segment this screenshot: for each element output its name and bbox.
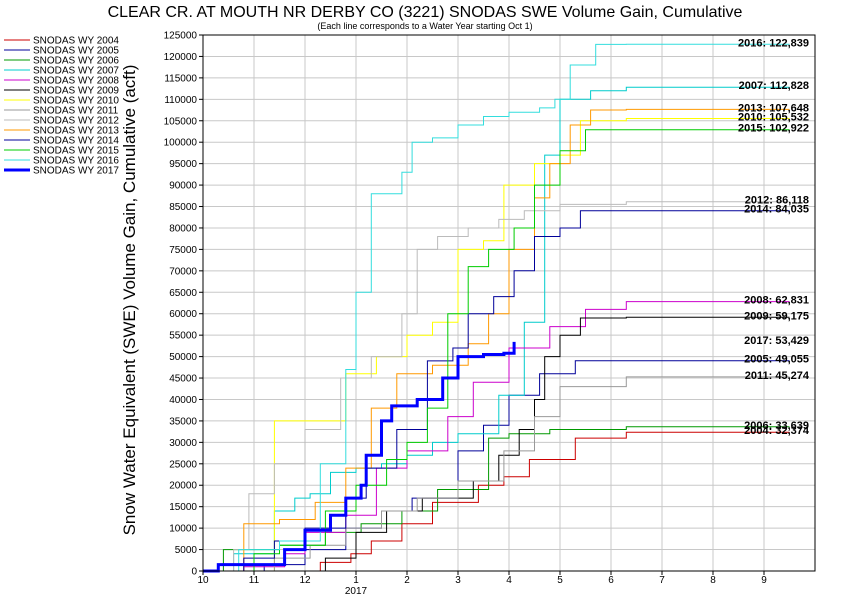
series-line	[203, 43, 790, 572]
y-tick-label: 45000	[169, 374, 197, 385]
legend-label: SNODAS WY 2011	[33, 106, 119, 117]
series-line	[203, 129, 790, 572]
x-tick-label: 8	[710, 575, 716, 586]
x-tick-label: 12	[299, 575, 311, 586]
legend-label: SNODAS WY 2006	[33, 56, 119, 67]
series-line	[203, 301, 790, 572]
x-tick-label: 5	[557, 575, 563, 586]
y-tick-label: 60000	[169, 309, 197, 320]
legend-label: SNODAS WY 2016	[33, 156, 119, 167]
chart-title: CLEAR CR. AT MOUTH NR DERBY CO (3221) SN…	[108, 4, 743, 21]
y-tick-label: 110000	[164, 95, 197, 106]
legend-label: SNODAS WY 2013	[33, 126, 119, 137]
end-labels: 2004: 32,374 2005: 49,055 2006: 33,639 2007…	[738, 37, 810, 437]
x-tick-label: 11	[249, 575, 260, 586]
series-lines	[203, 43, 790, 573]
series-line	[203, 431, 790, 572]
y-tick-label: 95000	[169, 159, 197, 170]
series-end-label: 2011: 45,274	[745, 370, 810, 382]
series-end-label: 2012: 86,118	[745, 195, 809, 207]
series-line	[203, 86, 790, 572]
y-tick-label: 115000	[164, 73, 197, 84]
y-tick-label: 10000	[169, 524, 197, 535]
x-tick-label: 3	[455, 575, 461, 586]
y-tick-label: 85000	[169, 202, 197, 213]
x-tick-label: 9	[761, 575, 767, 586]
series-end-label: 2014: 84,035	[744, 204, 809, 216]
y-tick-label: 20000	[169, 481, 197, 492]
series-end-label: 2008: 62,831	[744, 295, 809, 307]
series-end-label: 2006: 33,639	[744, 420, 809, 432]
y-tick-label: 50000	[169, 352, 197, 363]
y-tick-label: 40000	[169, 395, 197, 406]
x-axis-year-label: 2017	[345, 586, 368, 597]
series-end-label: 2004: 32,374	[744, 425, 810, 437]
legend-label: SNODAS WY 2005	[33, 46, 119, 57]
axes: 0 5000 10000 15000 20000 25000 30000 35000 40000…	[164, 31, 816, 586]
legend-label: SNODAS WY 2009	[33, 86, 119, 97]
y-tick-label: 0	[191, 567, 197, 578]
legend-label: SNODAS WY 2012	[33, 116, 119, 127]
chart-subtitle: (Each line corresponds to a Water Year s…	[317, 21, 532, 31]
legend-label: SNODAS WY 2010	[33, 96, 119, 107]
y-tick-label: 75000	[169, 245, 197, 256]
series-end-label: 2009: 59,175	[744, 310, 809, 322]
series-line	[203, 341, 516, 573]
series-line	[203, 376, 790, 572]
series-line	[203, 316, 790, 572]
legend-label: SNODAS WY 2014	[33, 136, 119, 147]
y-tick-label: 35000	[169, 416, 197, 427]
series-end-label: 2010: 105,532	[738, 111, 809, 123]
series-line	[203, 108, 790, 572]
y-tick-label: 90000	[169, 181, 197, 192]
y-tick-label: 30000	[169, 438, 197, 449]
series-end-label: 2013: 107,648	[738, 102, 809, 114]
x-tick-label: 1	[353, 575, 359, 586]
series-end-label: 2016: 122,839	[738, 37, 809, 49]
x-tick-label: 6	[608, 575, 614, 586]
x-tick-label: 4	[506, 575, 512, 586]
legend-label: SNODAS WY 2007	[33, 66, 119, 77]
legend-label: SNODAS WY 2017	[33, 166, 119, 177]
y-tick-label: 120000	[164, 52, 198, 63]
y-tick-label: 55000	[169, 331, 197, 342]
y-tick-label: 80000	[169, 223, 197, 234]
y-tick-label: 5000	[175, 545, 198, 556]
y-tick-label: 15000	[169, 502, 197, 513]
x-tick-label: 10	[197, 575, 209, 586]
series-end-label: 2017: 53,429	[744, 335, 809, 347]
legend-label: SNODAS WY 2008	[33, 76, 119, 87]
x-tick-label: 2	[404, 575, 410, 586]
y-tick-label: 125000	[164, 31, 198, 42]
series-line	[203, 201, 790, 572]
y-tick-label: 100000	[164, 138, 198, 149]
legend-label: SNODAS WY 2004	[33, 36, 119, 47]
y-tick-label: 65000	[169, 288, 197, 299]
series-end-label: 2015: 102,922	[738, 123, 809, 135]
y-tick-label: 105000	[164, 116, 198, 127]
y-axis-label: Snow Water Equivalent (SWE) Volume Gain,…	[120, 65, 139, 536]
series-end-label: 2007: 112,828	[739, 80, 809, 92]
series-end-label: 2005: 49,055	[744, 354, 809, 366]
y-tick-label: 70000	[169, 266, 197, 277]
legend-label: SNODAS WY 2015	[33, 146, 119, 157]
x-tick-label: 7	[659, 575, 665, 586]
y-tick-label: 25000	[169, 459, 197, 470]
